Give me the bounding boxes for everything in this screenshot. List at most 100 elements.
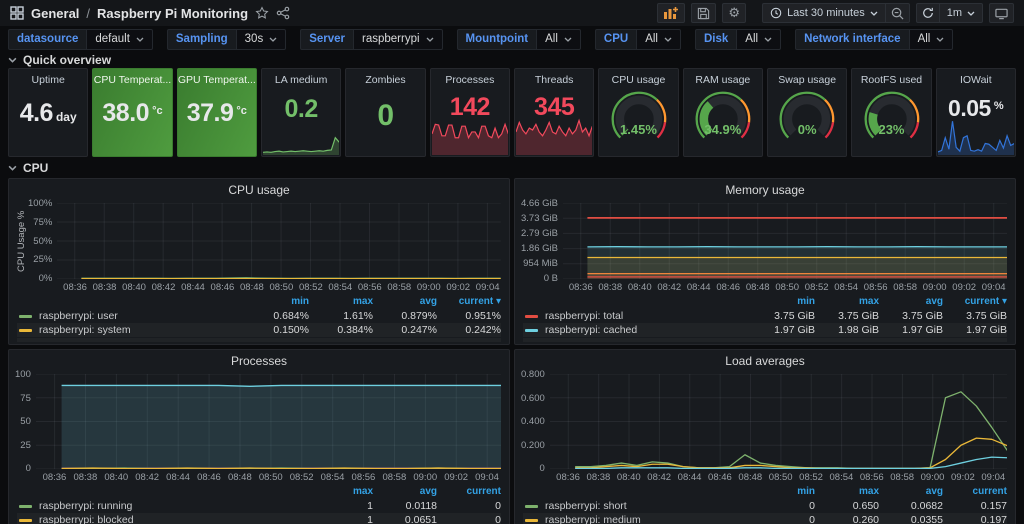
variable-value-dropdown[interactable]: All [636,28,681,50]
variable-value-dropdown[interactable]: All [536,28,581,50]
legend-sort-current[interactable]: current [466,486,501,497]
panel-title[interactable]: Uptime [31,74,65,86]
chevron-down-icon [764,37,772,42]
legend-sort-current[interactable]: current ▾ [458,296,501,307]
x-axis-tick: 08:52 [799,472,823,483]
panel-title[interactable]: Zombies [365,74,406,86]
series-color-icon[interactable] [19,314,32,318]
legend-sort-avg[interactable]: avg [925,486,943,497]
series-color-icon[interactable] [525,504,538,508]
apps-grid-icon[interactable] [10,6,24,20]
plot-area[interactable] [550,374,1007,469]
legend-sort-max[interactable]: max [352,296,373,307]
legend-sort-max[interactable]: max [352,486,373,497]
legend-sort-avg[interactable]: avg [925,296,943,307]
series-color-icon[interactable] [19,328,32,332]
refresh-button[interactable] [915,3,939,23]
legend-series-name[interactable]: raspberrypi: user [19,310,245,322]
legend-series-name[interactable]: raspberrypi: medium [525,514,751,524]
variable-value-dropdown[interactable]: 30s [235,28,287,50]
y-axis-ticks: 100 75 50 25 0 [15,369,36,474]
y-axis-tick: 0 [539,463,545,474]
section-cpu[interactable]: CPU [8,160,1016,175]
legend-sort-avg[interactable]: avg [419,296,437,307]
x-axis-tick: 09:00 [922,282,947,293]
zoom-out-button[interactable] [884,3,910,23]
legend-sort-current[interactable]: current [972,486,1007,497]
series-color-icon[interactable] [525,328,538,332]
legend-sort-max[interactable]: max [858,296,879,307]
refresh-interval-picker[interactable]: 1m [938,3,983,23]
x-axis-tick: 08:54 [834,282,859,293]
variable-value-dropdown[interactable]: default [86,28,153,50]
panel-title[interactable]: CPU usage [228,183,290,197]
plot-area[interactable] [57,203,501,279]
breadcrumb-folder[interactable]: General [31,5,80,21]
x-axis-tick: 08:48 [745,282,770,293]
legend-sort-avg[interactable]: avg [419,486,437,497]
plot-area[interactable] [563,203,1007,279]
x-axis-tick: 08:52 [804,282,829,293]
variable-value-dropdown[interactable]: All [736,28,782,50]
panel-title[interactable]: RootFS used [860,74,923,86]
variable-value-dropdown[interactable]: raspberrypi [353,28,443,50]
x-axis-tick: 08:58 [893,282,918,293]
legend-sort-min[interactable]: min [797,296,815,307]
panel-title[interactable]: Load averages [725,354,805,368]
x-axis-tick: 08:40 [627,282,652,293]
panel-title[interactable]: RAM usage [695,74,751,86]
variable-label: Network interface [795,28,909,50]
dashboard-title[interactable]: Raspberry Pi Monitoring [97,5,249,21]
x-axis-tick: 08:56 [863,282,888,293]
panel-title[interactable]: GPU Temperat... [177,74,256,86]
panel-title[interactable]: LA medium [274,74,328,86]
legend-value: 1.97 GiB [774,324,815,336]
legend-series-name[interactable]: raspberrypi: system [19,324,245,336]
legend-series-name[interactable]: raspberrypi: running [19,500,309,512]
legend-value: 0 [809,514,815,524]
panel-title[interactable]: Swap usage [778,74,837,86]
x-axis-tick: 08:58 [387,282,412,293]
panel-title[interactable]: Threads [534,74,574,86]
share-icon[interactable] [276,6,290,20]
add-panel-button[interactable] [657,3,686,23]
variable-mountpoint: Mountpoint All [456,28,581,50]
overview-stats-row: Uptime 4.6 day CPU Temperat... 38.0 °c GPU… [8,68,1016,157]
legend-series-name[interactable]: raspberrypi: short [525,500,751,512]
legend-sort-min[interactable]: min [291,296,309,307]
panel-title[interactable]: Processes [445,74,495,86]
time-range-picker[interactable]: Last 30 minutes [762,3,885,23]
y-axis-tick: 100 [15,369,31,380]
legend-row: raspberrypi: medium 0 0.260 0.0355 0.197 [523,513,1007,524]
legend: min max avg current raspberrypi: short 0 0.650… [515,485,1015,524]
plot-area[interactable] [36,374,501,469]
legend-value: 0.247% [401,324,437,336]
panel-title[interactable]: Memory usage [725,183,805,197]
series-color-icon[interactable] [525,518,538,522]
settings-gear-icon[interactable]: ⚙ [722,3,747,23]
series-color-icon[interactable] [19,504,32,508]
section-quick-overview[interactable]: Quick overview [8,52,1016,67]
panel-title[interactable]: CPU usage [611,74,666,86]
panel-title[interactable]: IOWait [959,74,992,86]
legend-value: 1 [367,514,373,524]
legend-sort-min[interactable]: min [797,486,815,497]
legend-sort-max[interactable]: max [858,486,879,497]
series-color-icon[interactable] [19,518,32,522]
refresh-interval-label: 1m [946,7,962,19]
legend-sort-current[interactable]: current ▾ [964,296,1007,307]
y-axis-label: CPU Usage % [16,210,27,272]
series-color-icon[interactable] [525,314,538,318]
panel-title[interactable]: CPU Temperat... [93,74,172,86]
stat-value: 345 [534,93,575,121]
legend-series-name[interactable]: raspberrypi: total [525,310,751,322]
legend-series-name[interactable]: raspberrypi: blocked [19,514,309,524]
legend-series-name[interactable]: raspberrypi: cached [525,324,751,336]
variable-value-dropdown[interactable]: All [908,28,954,50]
legend-value: 0.150% [273,324,309,336]
tv-kiosk-button[interactable] [989,3,1014,23]
star-icon[interactable] [255,6,269,20]
save-dashboard-button[interactable] [691,3,717,23]
stat-value: 0 [377,99,394,132]
panel-title[interactable]: Processes [230,354,288,368]
